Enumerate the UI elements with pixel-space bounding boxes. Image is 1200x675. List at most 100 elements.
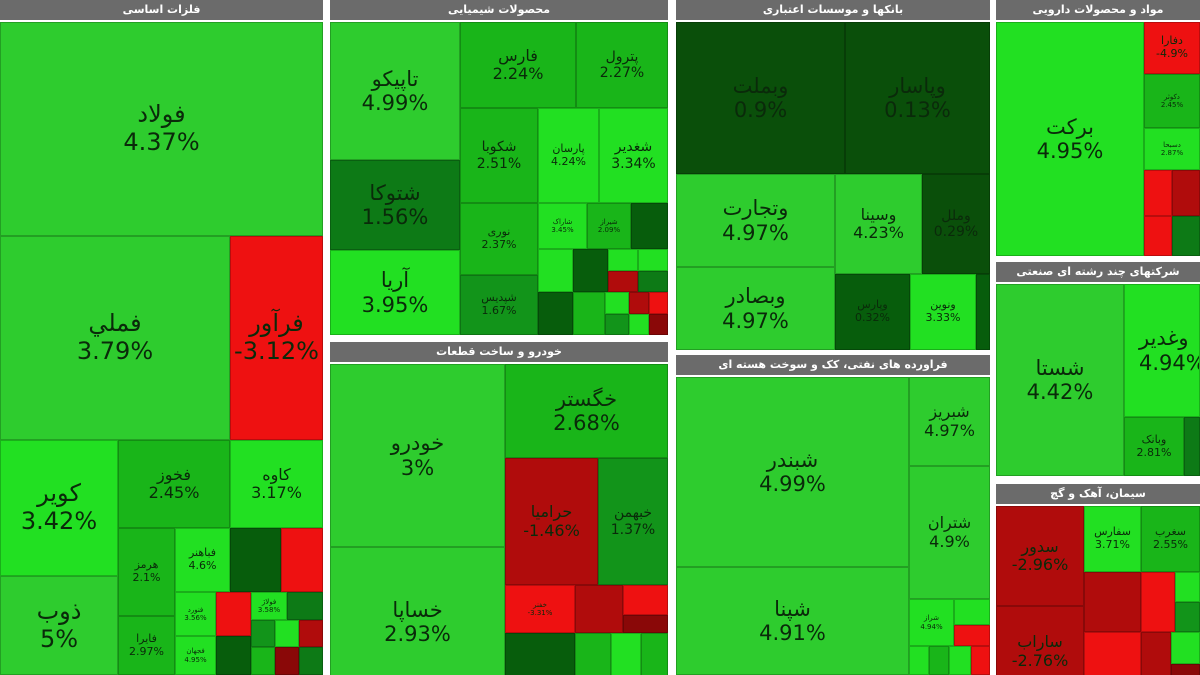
stock-tile[interactable]: کاوه 3.17% [230,440,323,528]
stock-tile[interactable] [1144,170,1172,216]
stock-tile[interactable] [909,646,929,675]
stock-tile[interactable] [1141,632,1171,675]
stock-tile[interactable]: شتران 4.9% [909,466,990,599]
stock-tile[interactable]: هرمز 2.1% [118,528,175,616]
stock-tile[interactable] [623,585,668,615]
stock-tile[interactable]: شبریز 4.97% [909,377,990,466]
stock-tile[interactable]: خگستر 2.68% [505,364,668,458]
stock-tile[interactable] [638,271,668,292]
stock-tile[interactable]: ونوین 3.33% [910,274,976,350]
stock-tile[interactable] [275,620,299,647]
stock-tile[interactable]: خساپا 2.93% [330,547,505,675]
stock-tile[interactable] [611,633,641,675]
stock-tile[interactable] [1171,664,1200,675]
stock-tile[interactable] [575,585,623,633]
stock-tile[interactable]: شغدیر 3.34% [599,108,668,203]
stock-tile[interactable]: شپنا 4.91% [676,567,909,675]
stock-tile[interactable]: فباهنر 4.6% [175,528,230,592]
stock-tile[interactable]: شتوکا 1.56% [330,160,460,250]
stock-tile[interactable]: ساراب -2.76% [996,606,1084,675]
stock-tile[interactable] [629,314,649,335]
stock-tile[interactable]: خبهمن 1.37% [598,458,668,585]
stock-tile[interactable]: فایرا 2.97% [118,616,175,675]
stock-tile[interactable]: شراز 4.94% [909,599,954,646]
stock-tile[interactable] [605,292,629,314]
stock-tile[interactable] [971,646,990,675]
stock-tile[interactable] [1084,632,1141,675]
stock-tile[interactable] [573,292,605,335]
stock-tile[interactable]: وبصادر 4.97% [676,267,835,350]
stock-tile[interactable] [575,633,611,675]
stock-tile[interactable]: فملي 3.79% [0,236,230,440]
stock-tile[interactable] [251,647,275,675]
stock-tile[interactable] [251,620,275,647]
stock-tile[interactable]: پارسان 4.24% [538,108,599,203]
stock-tile[interactable]: کویر 3.42% [0,440,118,576]
stock-tile[interactable]: شیراز 2.09% [587,203,631,249]
stock-tile[interactable]: سدور -2.96% [996,506,1084,606]
stock-tile[interactable] [573,249,608,292]
stock-tile[interactable] [275,647,299,675]
stock-tile[interactable] [230,528,281,592]
stock-tile[interactable]: فنورد 3.56% [175,592,216,636]
stock-tile[interactable] [505,633,575,675]
stock-tile[interactable] [649,314,668,335]
stock-tile[interactable] [929,646,949,675]
stock-tile[interactable] [608,271,638,292]
stock-tile[interactable]: فارس 2.24% [460,22,576,108]
stock-tile[interactable] [287,592,323,620]
stock-tile[interactable]: برکت 4.95% [996,22,1144,256]
stock-tile[interactable]: آریا 3.95% [330,250,460,335]
stock-tile[interactable]: دسبحا 2.87% [1144,128,1200,170]
stock-tile[interactable] [281,528,323,592]
stock-tile[interactable] [623,615,668,633]
stock-tile[interactable]: شستا 4.42% [996,284,1124,476]
stock-tile[interactable] [216,636,251,675]
stock-tile[interactable]: وپاسار 0.13% [845,22,990,174]
stock-tile[interactable] [1141,572,1175,632]
stock-tile[interactable] [1172,170,1200,216]
stock-tile[interactable]: وتجارت 4.97% [676,174,835,267]
stock-tile[interactable]: نوری 2.37% [460,203,538,275]
stock-tile[interactable] [976,274,990,350]
stock-tile[interactable] [1175,602,1200,632]
stock-tile[interactable]: سغرب 2.55% [1141,506,1200,572]
stock-tile[interactable] [641,633,668,675]
stock-tile[interactable]: فجهان 4.95% [175,636,216,675]
stock-tile[interactable] [299,620,323,647]
stock-tile[interactable] [605,314,629,335]
stock-tile[interactable]: وبملت 0.9% [676,22,845,174]
stock-tile[interactable]: دکوثر 2.45% [1144,74,1200,128]
stock-tile[interactable]: وملل 0.29% [922,174,990,274]
stock-tile[interactable]: خودرو 3% [330,364,505,547]
stock-tile[interactable]: وسینا 4.23% [835,174,922,274]
stock-tile[interactable] [299,647,323,675]
stock-tile[interactable]: وغدیر 4.94% [1124,284,1200,417]
stock-tile[interactable] [954,599,990,625]
stock-tile[interactable] [1084,572,1141,632]
stock-tile[interactable] [638,249,668,271]
stock-tile[interactable]: شاراک 3.45% [538,203,587,249]
stock-tile[interactable] [538,249,573,292]
stock-tile[interactable]: حرامیا -1.46% [505,458,598,585]
stock-tile[interactable] [1172,216,1200,256]
stock-tile[interactable] [631,203,668,249]
stock-tile[interactable] [949,646,971,675]
stock-tile[interactable]: فرآور -3.12% [230,236,323,440]
stock-tile[interactable]: تاپیکو 4.99% [330,22,460,160]
stock-tile[interactable]: فخوز 2.45% [118,440,230,528]
stock-tile[interactable] [216,592,251,636]
stock-tile[interactable] [954,625,990,646]
stock-tile[interactable]: فولاژ 3.58% [251,592,287,620]
stock-tile[interactable] [538,292,573,335]
stock-tile[interactable]: فولاد 4.37% [0,22,323,236]
stock-tile[interactable] [1144,216,1172,256]
stock-tile[interactable] [1184,417,1200,476]
stock-tile[interactable]: ذوب 5% [0,576,118,675]
stock-tile[interactable]: وپارس 0.32% [835,274,910,350]
stock-tile[interactable] [608,249,638,271]
stock-tile[interactable] [1175,572,1200,602]
stock-tile[interactable]: وبانک 2.81% [1124,417,1184,476]
stock-tile[interactable]: سفارس 3.71% [1084,506,1141,572]
stock-tile[interactable]: شپدیس 1.67% [460,275,538,335]
